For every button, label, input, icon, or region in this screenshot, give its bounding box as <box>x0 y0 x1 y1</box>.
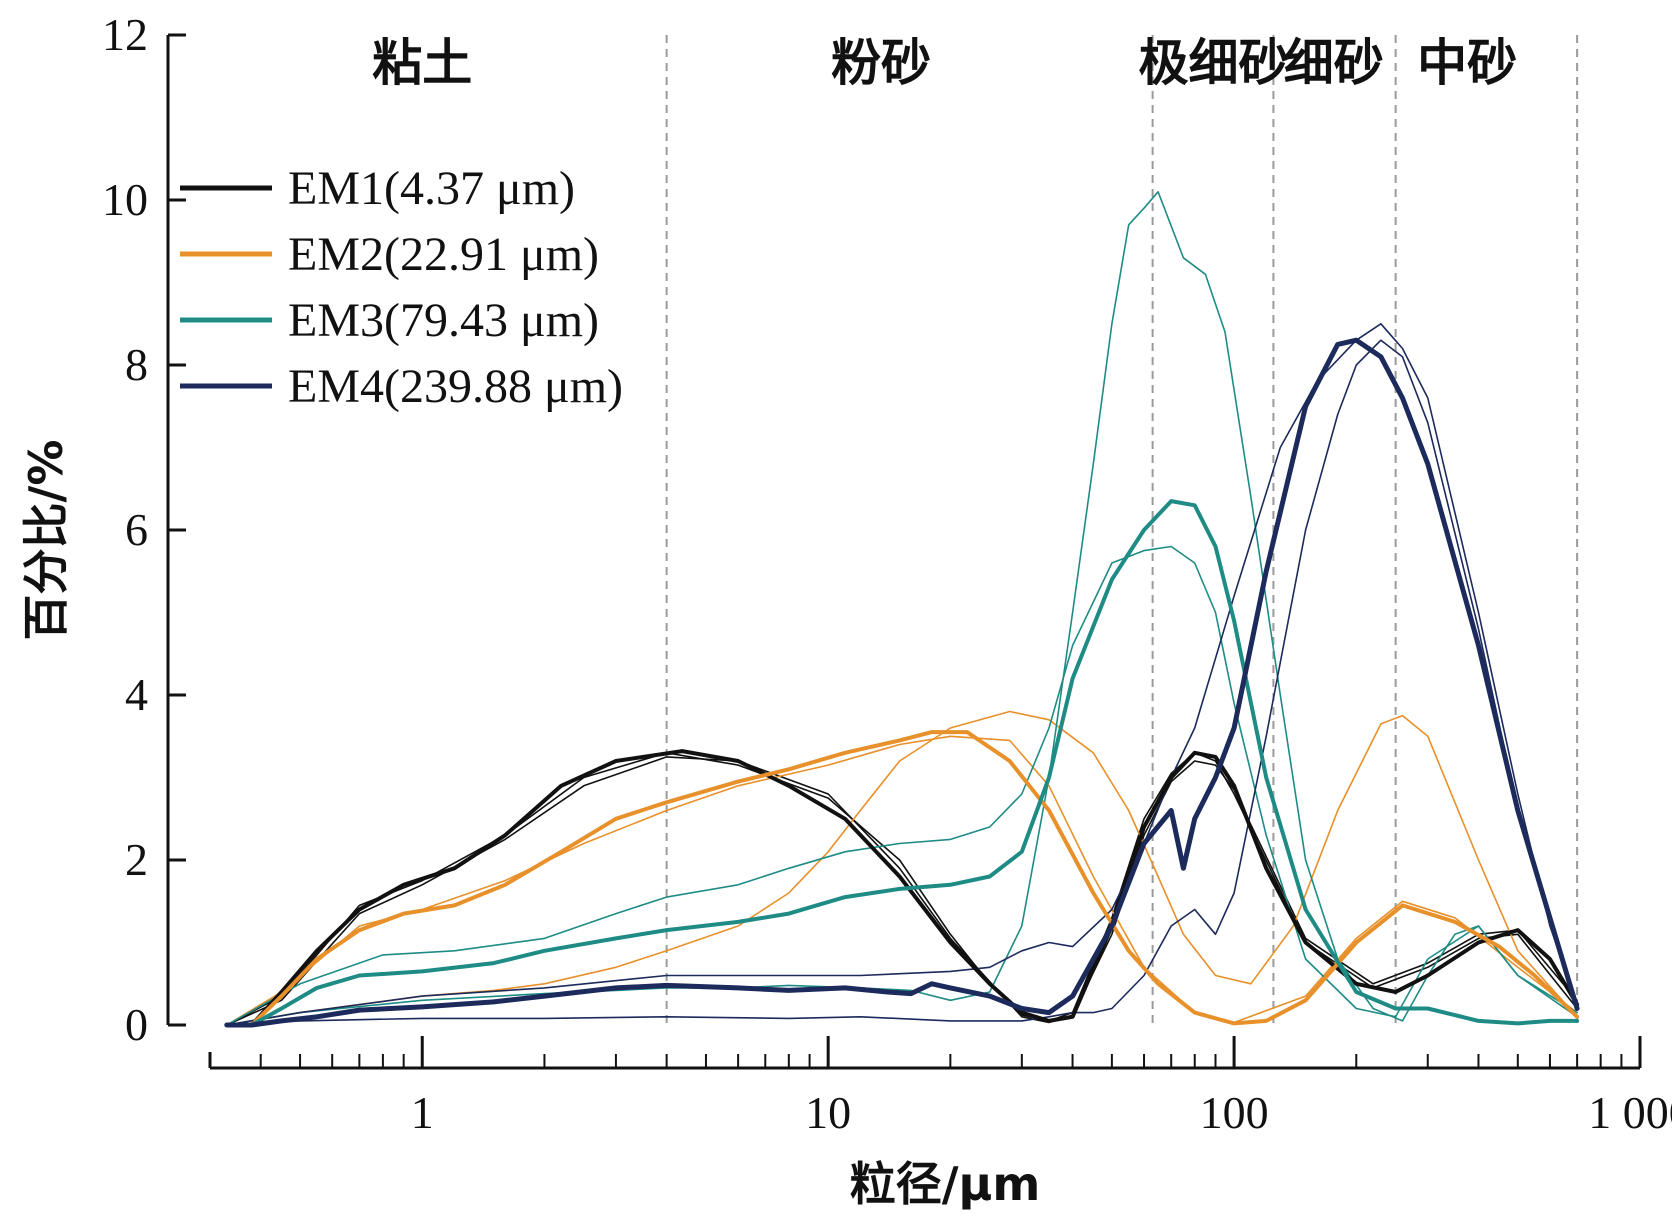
x-tick-label-1: 10 <box>805 1087 851 1138</box>
series-line-0 <box>224 749 1580 1027</box>
x-tick-label-2: 100 <box>1200 1087 1269 1138</box>
y-tick-label-2: 4 <box>125 669 148 720</box>
x-tick-label-0: 1 <box>411 1087 434 1138</box>
x-axis-title: 粒径/μm <box>850 1157 1041 1211</box>
series-line-3 <box>224 337 1580 1028</box>
legend-label-1: EM2(22.91 μm) <box>288 228 599 281</box>
x-tick-label-3: 1 000 <box>1588 1087 1672 1138</box>
member-curve-8 <box>226 545 1578 1026</box>
region-label-0: 粘土 <box>372 34 472 92</box>
member-curve-5 <box>226 756 1578 1026</box>
y-tick-label-5: 10 <box>102 174 148 225</box>
member-curve-11 <box>226 339 1578 1026</box>
y-tick-label-3: 6 <box>125 504 148 555</box>
member-curve-10 <box>226 322 1578 1026</box>
region-label-4: 中砂 <box>1417 34 1517 92</box>
legend-label-2: EM3(79.43 μm) <box>288 294 599 347</box>
legend-label-3: EM4(239.88 μm) <box>288 360 623 413</box>
legend: EM1(4.37 μm) EM2(22.91 μm) EM3(79.43 μm) EM… <box>180 162 623 413</box>
legend-label-0: EM1(4.37 μm) <box>288 162 575 215</box>
member-curve-6 <box>226 735 1578 1026</box>
series-lines <box>224 191 1580 1028</box>
series-line-1 <box>224 730 1580 1027</box>
y-tick-label-0: 0 <box>125 999 148 1050</box>
axes: 0 2 4 6 8 10 12 1 10 100 1 000 <box>102 9 1672 1138</box>
series-line-2 <box>224 499 1580 1027</box>
y-axis-title: 百分比/% <box>19 440 73 641</box>
member-curve-7 <box>226 710 1578 1026</box>
y-tick-label-6: 12 <box>102 9 148 60</box>
region-label-3: 细砂 <box>1284 34 1384 92</box>
y-tick-label-1: 2 <box>125 834 148 885</box>
y-tick-label-4: 8 <box>125 339 148 390</box>
region-label-2: 极细砂 <box>1139 34 1289 92</box>
region-label-1: 粉砂 <box>831 34 931 92</box>
